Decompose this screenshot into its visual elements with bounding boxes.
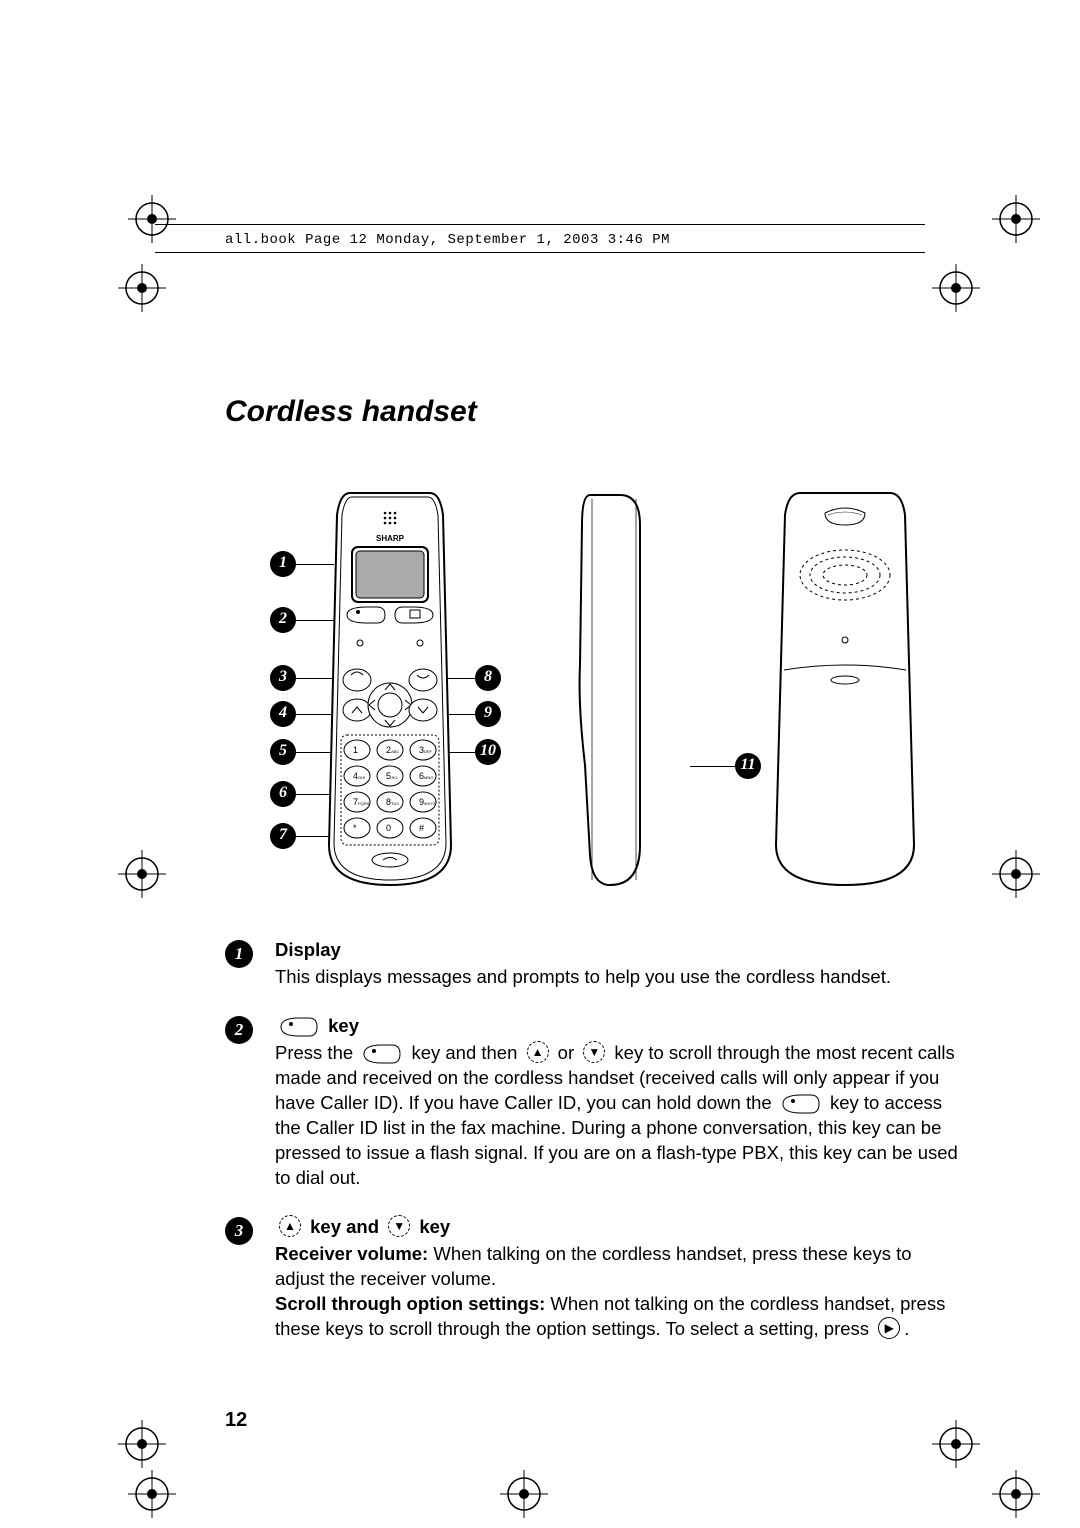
item-heading: ▲ key and ▼ key — [275, 1215, 450, 1240]
svg-text:WXYZ: WXYZ — [424, 801, 436, 806]
crop-mark-icon — [992, 195, 1040, 243]
callout-9: 9 — [475, 701, 501, 727]
callout-6: 6 — [270, 781, 296, 807]
item-body: Receiver volume: When talking on the cor… — [275, 1243, 945, 1339]
crop-mark-icon — [128, 195, 176, 243]
header-rule — [155, 252, 925, 253]
manual-page: all.book Page 12 Monday, September 1, 20… — [0, 0, 1080, 1528]
page-title: Cordless handset — [225, 395, 477, 429]
callout-1: 1 — [270, 551, 296, 577]
flash-key-icon — [279, 1016, 319, 1034]
item-body: This displays messages and prompts to he… — [275, 966, 891, 987]
item-number: 1 — [225, 940, 253, 968]
svg-text:0: 0 — [386, 823, 391, 833]
crop-mark-icon — [500, 1470, 548, 1518]
list-item: 3 ▲ key and ▼ key Receiver volume: When … — [225, 1215, 965, 1342]
item-heading: Display — [275, 938, 341, 963]
handset-back-icon — [770, 485, 920, 895]
svg-text:1: 1 — [353, 745, 358, 755]
svg-text:ABC: ABC — [391, 749, 399, 754]
down-arrow-icon: ▼ — [583, 1041, 605, 1063]
crop-mark-icon — [118, 1420, 166, 1468]
header-rule — [155, 224, 925, 225]
svg-text:PQRS: PQRS — [358, 801, 370, 806]
crop-mark-icon — [932, 264, 980, 312]
svg-text:*: * — [353, 823, 357, 833]
callout-8: 8 — [475, 665, 501, 691]
callout-3: 3 — [270, 665, 296, 691]
down-arrow-icon: ▼ — [388, 1215, 410, 1237]
callout-7: 7 — [270, 823, 296, 849]
description-list: 1 Display This displays messages and pro… — [225, 938, 965, 1366]
callout-4: 4 — [270, 701, 296, 727]
callout-11: 11 — [735, 753, 761, 779]
callout-5: 5 — [270, 739, 296, 765]
item-body: Press the key and then ▲ or ▼ key to scr… — [275, 1042, 958, 1188]
handset-side-icon — [560, 485, 660, 895]
crop-mark-icon — [932, 1420, 980, 1468]
svg-text:TUV: TUV — [391, 801, 399, 806]
flash-key-icon — [781, 1093, 821, 1111]
list-item: 2 key Press the key and then ▲ or ▼ key … — [225, 1014, 965, 1191]
handset-figure: 1 2 3 4 5 6 7 8 9 10 11 — [270, 485, 950, 915]
item-number: 3 — [225, 1217, 253, 1245]
callout-10: 10 — [475, 739, 501, 765]
svg-text:SHARP: SHARP — [376, 534, 405, 543]
right-arrow-icon: ▶ — [878, 1317, 900, 1339]
svg-text:GHI: GHI — [358, 775, 365, 780]
up-arrow-icon: ▲ — [279, 1215, 301, 1237]
svg-text:JKL: JKL — [391, 775, 399, 780]
up-arrow-icon: ▲ — [527, 1041, 549, 1063]
svg-text:DEF: DEF — [424, 749, 433, 754]
item-heading: key — [275, 1014, 359, 1039]
flash-key-icon — [362, 1043, 402, 1061]
page-number: 12 — [225, 1409, 247, 1432]
header-meta: all.book Page 12 Monday, September 1, 20… — [225, 232, 670, 248]
svg-text:MNO: MNO — [424, 775, 433, 780]
crop-mark-icon — [992, 850, 1040, 898]
handset-front-icon: SHARP — [325, 485, 455, 895]
crop-mark-icon — [118, 264, 166, 312]
item-number: 2 — [225, 1016, 253, 1044]
crop-mark-icon — [118, 850, 166, 898]
crop-mark-icon — [992, 1470, 1040, 1518]
svg-text:#: # — [419, 823, 424, 833]
callout-2: 2 — [270, 607, 296, 633]
list-item: 1 Display This displays messages and pro… — [225, 938, 965, 990]
crop-mark-icon — [128, 1470, 176, 1518]
